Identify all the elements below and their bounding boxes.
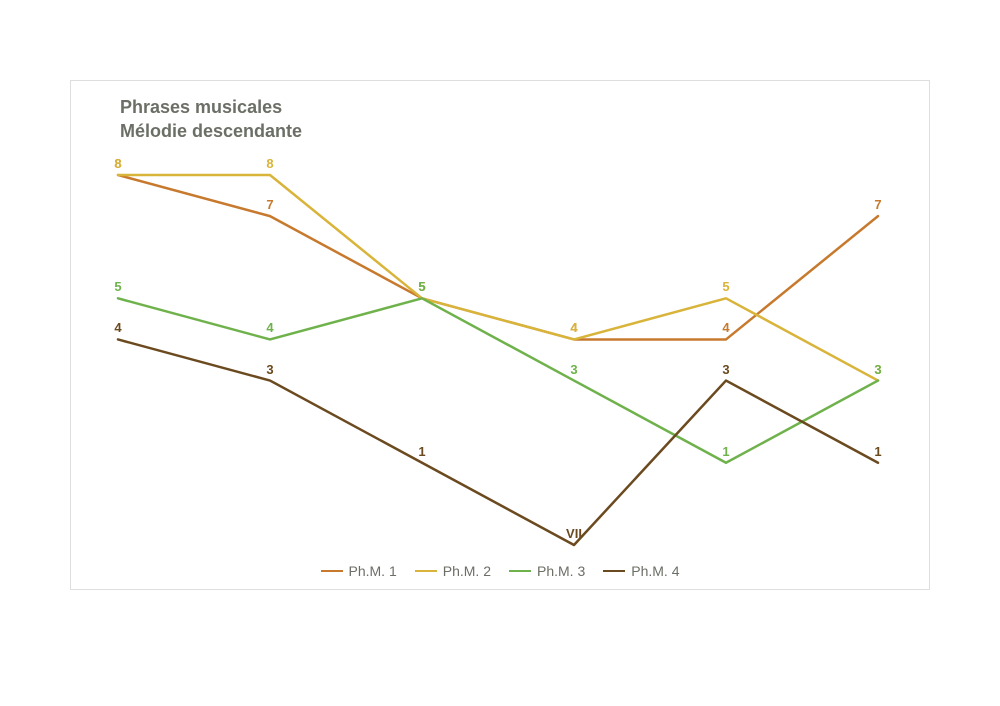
legend-item-phm3: Ph.M. 3 bbox=[509, 563, 585, 579]
legend-dash-phm2 bbox=[415, 570, 437, 572]
legend-label-phm4: Ph.M. 4 bbox=[631, 563, 679, 579]
series-lines bbox=[118, 175, 878, 545]
legend-label-phm3: Ph.M. 3 bbox=[537, 563, 585, 579]
series-line-phm3 bbox=[118, 298, 878, 462]
legend: Ph.M. 1 Ph.M. 2 Ph.M. 3 Ph.M. 4 bbox=[0, 563, 1000, 579]
plot-area: 875447885453545313431VII31 bbox=[118, 175, 878, 545]
legend-dash-phm4 bbox=[603, 570, 625, 572]
legend-item-phm2: Ph.M. 2 bbox=[415, 563, 491, 579]
legend-item-phm1: Ph.M. 1 bbox=[321, 563, 397, 579]
legend-dash-phm1 bbox=[321, 570, 343, 572]
legend-item-phm4: Ph.M. 4 bbox=[603, 563, 679, 579]
legend-dash-phm3 bbox=[509, 570, 531, 572]
chart-title-line1: Phrases musicales bbox=[120, 95, 302, 119]
legend-label-phm1: Ph.M. 1 bbox=[349, 563, 397, 579]
series-line-phm1 bbox=[118, 175, 878, 339]
legend-label-phm2: Ph.M. 2 bbox=[443, 563, 491, 579]
chart-title-line2: Mélodie descendante bbox=[120, 119, 302, 143]
chart-title: Phrases musicalesMélodie descendante bbox=[120, 95, 302, 143]
